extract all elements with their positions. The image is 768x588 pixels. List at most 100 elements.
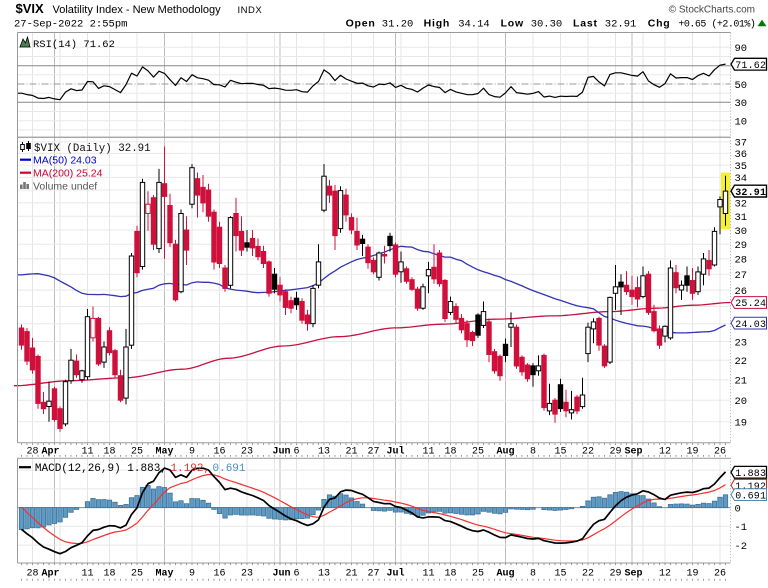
svg-text:RSI(14) 71.62: RSI(14) 71.62 xyxy=(33,39,115,51)
svg-text:25: 25 xyxy=(472,569,484,580)
svg-text:11: 11 xyxy=(422,447,434,458)
svg-text:34: 34 xyxy=(735,173,748,185)
svg-text:Aug: Aug xyxy=(496,447,514,458)
svg-text:36: 36 xyxy=(735,149,748,161)
svg-text:21: 21 xyxy=(345,447,357,458)
svg-text:15: 15 xyxy=(554,447,566,458)
svg-text:28: 28 xyxy=(26,447,38,458)
svg-text:16: 16 xyxy=(213,569,225,580)
svg-text:21: 21 xyxy=(735,376,748,388)
svg-text:11: 11 xyxy=(422,569,434,580)
svg-text:34.14: 34.14 xyxy=(458,19,490,31)
svg-text:12: 12 xyxy=(659,447,671,458)
svg-text:32.91: 32.91 xyxy=(605,19,637,31)
svg-text:28: 28 xyxy=(26,569,38,580)
svg-text:Sep: Sep xyxy=(624,569,642,580)
svg-text:+0.65 (+2.01%): +0.65 (+2.01%) xyxy=(678,19,755,31)
svg-text:26: 26 xyxy=(735,286,748,298)
svg-text:21: 21 xyxy=(345,569,357,580)
svg-text:Low: Low xyxy=(501,18,524,30)
svg-text:1.883: 1.883 xyxy=(735,469,766,480)
svg-text:24.03: 24.03 xyxy=(735,320,766,331)
svg-text:Last: Last xyxy=(573,18,598,30)
svg-text:30: 30 xyxy=(735,98,748,110)
svg-text:31: 31 xyxy=(735,212,748,224)
svg-text:30: 30 xyxy=(735,226,748,238)
svg-text:23: 23 xyxy=(241,447,253,458)
svg-text:1.192: 1.192 xyxy=(735,482,766,493)
svg-text:22: 22 xyxy=(582,569,594,580)
svg-text:50: 50 xyxy=(735,80,748,92)
svg-text:29: 29 xyxy=(609,447,621,458)
svg-text:0.691: 0.691 xyxy=(735,491,766,502)
svg-text:15: 15 xyxy=(554,569,566,580)
svg-text:19: 19 xyxy=(735,418,748,430)
svg-text:9: 9 xyxy=(189,447,195,458)
svg-text:8: 8 xyxy=(530,569,536,580)
svg-text:16: 16 xyxy=(213,447,225,458)
svg-text:-2: -2 xyxy=(735,541,748,553)
svg-text:13: 13 xyxy=(318,569,330,580)
svg-text:25: 25 xyxy=(131,569,143,580)
svg-text:Jun: Jun xyxy=(272,569,290,580)
svg-text:12: 12 xyxy=(659,569,671,580)
svg-text:High: High xyxy=(424,18,451,30)
svg-text:INDX: INDX xyxy=(238,5,263,16)
svg-text:Apr: Apr xyxy=(41,447,59,458)
svg-text:22: 22 xyxy=(582,447,594,458)
svg-text:0.691: 0.691 xyxy=(213,463,246,475)
svg-text:6: 6 xyxy=(293,569,299,580)
svg-text:27: 27 xyxy=(735,270,748,282)
svg-text:Volatility Index - New Methodo: Volatility Index - New Methodology xyxy=(53,4,222,16)
svg-text:18: 18 xyxy=(444,569,456,580)
svg-text:18: 18 xyxy=(444,447,456,458)
svg-text:Volume undef: Volume undef xyxy=(33,180,97,192)
svg-text:27: 27 xyxy=(367,569,379,580)
svg-text:30.30: 30.30 xyxy=(531,19,563,31)
svg-text:18: 18 xyxy=(103,447,115,458)
svg-text:Chg: Chg xyxy=(648,18,671,30)
svg-text:Jul: Jul xyxy=(386,446,404,458)
svg-text:26: 26 xyxy=(714,447,726,458)
svg-text:71.62: 71.62 xyxy=(735,61,766,72)
svg-text:32: 32 xyxy=(735,199,748,211)
svg-text:MACD(12,26,9) 1.883,: MACD(12,26,9) 1.883, xyxy=(35,463,167,475)
svg-text:9: 9 xyxy=(189,569,195,580)
svg-text:-1: -1 xyxy=(735,522,748,534)
svg-text:29: 29 xyxy=(609,569,621,580)
svg-text:May: May xyxy=(155,447,173,458)
svg-text:32.91: 32.91 xyxy=(735,188,766,199)
svg-text:Apr: Apr xyxy=(41,569,59,580)
svg-text:28: 28 xyxy=(735,255,748,267)
svg-text:23: 23 xyxy=(241,569,253,580)
svg-text:10: 10 xyxy=(735,117,748,129)
svg-text:Sep: Sep xyxy=(624,447,642,458)
svg-text:1.192,: 1.192, xyxy=(171,463,211,475)
svg-text:27-Sep-2022 2:55pm: 27-Sep-2022 2:55pm xyxy=(14,19,127,31)
svg-text:25.24: 25.24 xyxy=(735,299,766,310)
svg-text:26: 26 xyxy=(714,569,726,580)
svg-text:Jul: Jul xyxy=(386,568,404,580)
svg-text:19: 19 xyxy=(686,447,698,458)
svg-text:$VIX (Daily) 32.91: $VIX (Daily) 32.91 xyxy=(34,143,151,155)
svg-text:6: 6 xyxy=(293,447,299,458)
svg-text:19: 19 xyxy=(686,569,698,580)
svg-text:25: 25 xyxy=(131,447,143,458)
svg-text:90: 90 xyxy=(735,43,748,55)
svg-text:May: May xyxy=(155,569,173,580)
svg-text:27: 27 xyxy=(367,447,379,458)
svg-text:31.20: 31.20 xyxy=(382,19,414,31)
svg-text:MA(50) 24.03: MA(50) 24.03 xyxy=(33,154,97,166)
svg-text:11: 11 xyxy=(81,569,93,580)
svg-text:22: 22 xyxy=(735,356,748,368)
svg-text:Aug: Aug xyxy=(496,569,514,580)
svg-text:13: 13 xyxy=(318,447,330,458)
svg-text:20: 20 xyxy=(735,396,748,408)
svg-text:23: 23 xyxy=(735,337,748,349)
svg-text:$VIX: $VIX xyxy=(16,1,45,16)
svg-text:18: 18 xyxy=(103,569,115,580)
svg-text:37: 37 xyxy=(735,138,748,150)
svg-text:Jun: Jun xyxy=(272,447,290,458)
svg-text:0: 0 xyxy=(735,503,741,515)
svg-text:25: 25 xyxy=(472,447,484,458)
